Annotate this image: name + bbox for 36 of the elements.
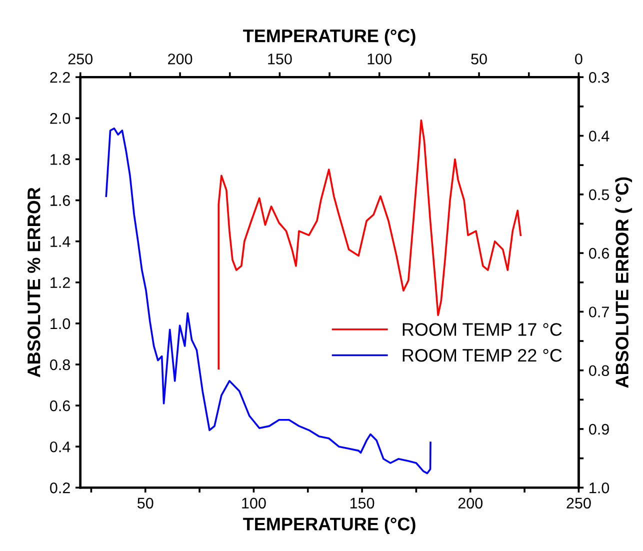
y2-tick-label: 0.4	[589, 130, 610, 142]
y-tick-label: 2.2	[50, 72, 70, 83]
x-axis-title: TEMPERATURE (°C)	[243, 517, 416, 534]
x-tick-label: 250	[566, 498, 591, 509]
y2-tick-label: 0.5	[589, 189, 610, 200]
y2-tick-label: 1.0	[590, 482, 610, 494]
y-tick-label: 2.0	[50, 113, 70, 124]
legend-label: ROOM TEMP 22 °C	[402, 348, 562, 362]
legend-label: ROOM TEMP 17 °C	[402, 323, 562, 336]
x2-tick-label: 50	[471, 54, 487, 64]
y2-tick-label: 0.8	[589, 365, 609, 376]
x-tick-label: 150	[350, 498, 374, 509]
y-tick-label: 1.4	[50, 236, 70, 247]
y-tick-label: 0.6	[50, 400, 70, 412]
x2-tick-label: 100	[368, 54, 392, 64]
y2-tick-label: 0.6	[589, 248, 609, 259]
y-tick-label: 0.8	[50, 359, 70, 370]
x2-tick-label: 0	[575, 54, 582, 64]
y-tick-label: 0.4	[50, 441, 70, 452]
y-tick-label: 0.2	[50, 482, 70, 494]
y2-tick-label: 0.7	[589, 306, 609, 318]
y2-tick-label: 0.9	[589, 424, 609, 435]
y-tick-label: 1.6	[50, 195, 70, 206]
x2-tick-label: 150	[268, 54, 292, 64]
x-tick-label: 50	[137, 498, 154, 509]
x2-tick-label: 200	[168, 54, 192, 64]
x2-tick-label: 250	[68, 54, 93, 64]
y-tick-label: 1.8	[50, 154, 70, 165]
x-tick-label: 100	[242, 498, 266, 509]
x2-axis-title: TEMPERATURE (°C)	[243, 28, 416, 46]
x-tick-label: 200	[458, 498, 483, 509]
y2-tick-label: 0.3	[589, 72, 609, 83]
y-axis-title: ABSOLUTE % ERROR	[28, 187, 40, 378]
y-tick-label: 1.2	[50, 277, 70, 288]
y-tick-label: 1.0	[50, 318, 70, 330]
y2-axis-title: ABSOLUTE ERROR ( °C)	[615, 177, 632, 388]
